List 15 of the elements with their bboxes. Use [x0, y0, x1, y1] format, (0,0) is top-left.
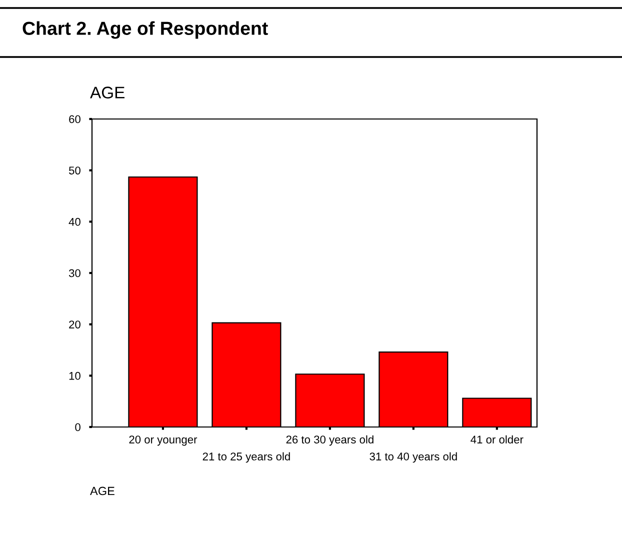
- y-tick-label: 60: [69, 115, 80, 124]
- y-tick-label: 50: [68, 166, 80, 174]
- x-tick-label: 41 or older: [470, 435, 524, 444]
- x-tick-label: 31 to 40 years old: [370, 452, 457, 463]
- chart-subtitle: AGE: [90, 86, 124, 98]
- y-tick-label: 10: [69, 372, 80, 380]
- chart-title: Chart 2. Age of Respondent: [22, 21, 268, 39]
- y-tick-label: 20: [69, 320, 80, 328]
- y-tick-label: 40: [68, 218, 80, 226]
- x-tick-label: 20 or younger: [129, 436, 198, 446]
- x-tick-label: 26 to 30 years old: [286, 435, 374, 446]
- x-tick-label: 21 to 25 years old: [202, 452, 290, 463]
- y-tick-label: 0: [75, 423, 80, 432]
- y-tick-label: 30: [68, 269, 80, 278]
- x-axis-title: AGE: [90, 486, 114, 496]
